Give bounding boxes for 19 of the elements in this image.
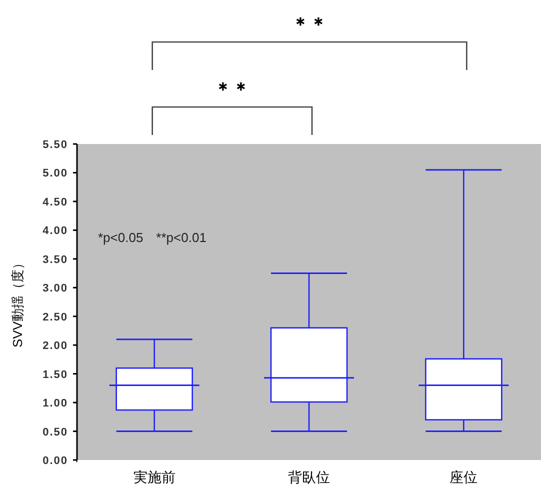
x-tick-label: 座位 bbox=[450, 469, 478, 485]
y-tick-label: 1.00 bbox=[42, 398, 68, 410]
y-tick-label: 3.00 bbox=[42, 282, 68, 295]
y-tick-label: 1.50 bbox=[42, 368, 68, 381]
text: ＊＊ bbox=[214, 79, 250, 99]
y-axis-title: SVV動揺（度） bbox=[10, 256, 25, 348]
y-tick-label: 5.50 bbox=[42, 139, 68, 151]
text: ＊＊ bbox=[292, 14, 328, 34]
y-tick-label: 4.00 bbox=[42, 225, 68, 238]
x-tick-label: 実施前 bbox=[133, 469, 176, 485]
y-tick-label: 5.00 bbox=[42, 168, 68, 180]
annotation: *p<0.05 **p<0.01 bbox=[98, 230, 206, 245]
y-tick-label: 2.50 bbox=[42, 311, 68, 324]
y-tick-label: 0.50 bbox=[42, 426, 68, 438]
x-tick-label: 背臥位 bbox=[288, 469, 330, 485]
y-tick-label: 4.50 bbox=[42, 196, 68, 208]
y-tick-label: 2.00 bbox=[42, 340, 68, 352]
y-tick-label: 0.00 bbox=[42, 455, 68, 467]
y-tick-label: 3.50 bbox=[42, 254, 68, 266]
